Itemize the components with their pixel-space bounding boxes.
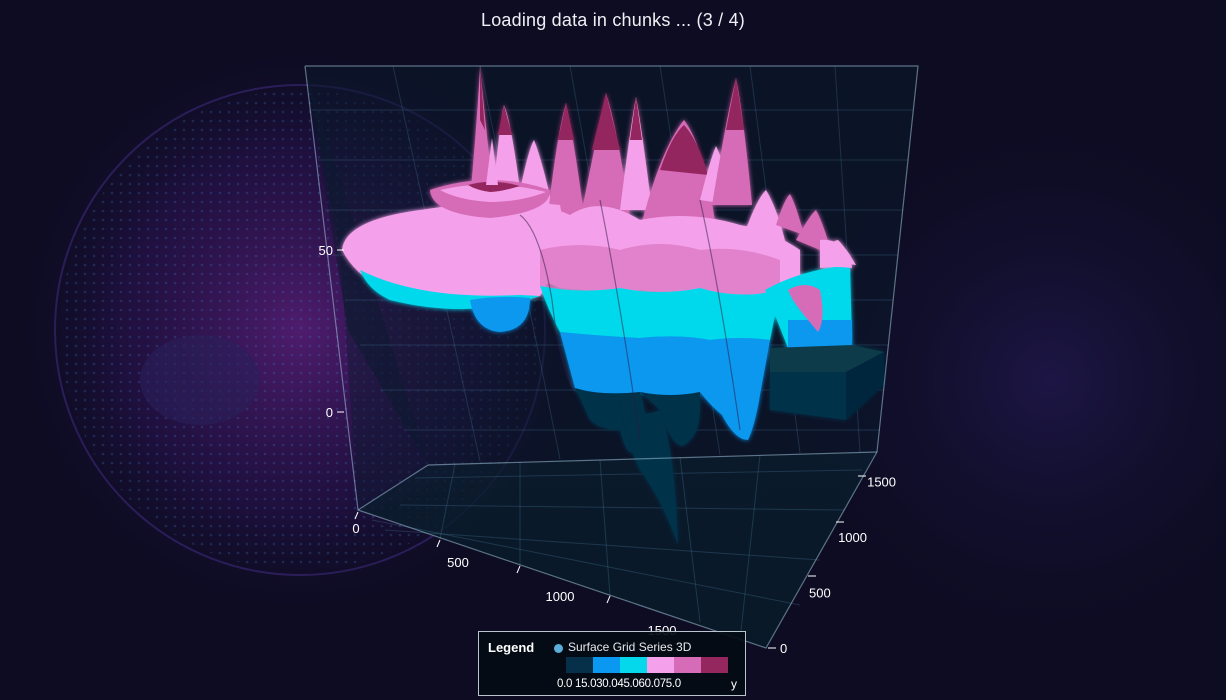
legend-panel: Legend Surface Grid Series 3D 0.0 15.030… [478,631,746,696]
left-wall [305,66,428,510]
z-tick-label: 500 [809,586,831,601]
floor-plane [358,452,877,648]
color-swatch [701,657,728,673]
x-tick-label: 500 [447,555,469,570]
color-swatch [674,657,701,673]
legend-series-name[interactable]: Surface Grid Series 3D [568,640,692,654]
y-tick-label: 0 [326,405,333,420]
y-axis [337,249,344,413]
z-axis [768,475,866,649]
color-swatch [647,657,674,673]
chart-title: Loading data in chunks ... (3 / 4) [481,10,745,30]
tick-labels: 050050010001500050010001500 [319,243,896,656]
color-swatch [620,657,647,673]
surface-mesh[interactable] [342,66,884,545]
color-scale-axis-name: y [731,677,737,691]
x-axis [354,511,611,604]
z-tick-label: 1500 [867,475,896,490]
z-tick-label: 0 [780,641,787,656]
x-tick-label: 0 [352,521,359,536]
legend-title: Legend [488,640,535,655]
series-marker-icon [554,644,563,653]
color-scale [566,657,728,673]
box-frame [304,65,919,649]
color-swatch [593,657,620,673]
z-tick-label: 1000 [838,530,867,545]
color-swatch [566,657,593,673]
x-tick-label: 1000 [546,589,575,604]
floor-grid [371,454,863,641]
color-scale-ticks: 0.0 15.030.045.060.075.0 [557,678,681,690]
y-tick-label: 50 [319,243,333,258]
